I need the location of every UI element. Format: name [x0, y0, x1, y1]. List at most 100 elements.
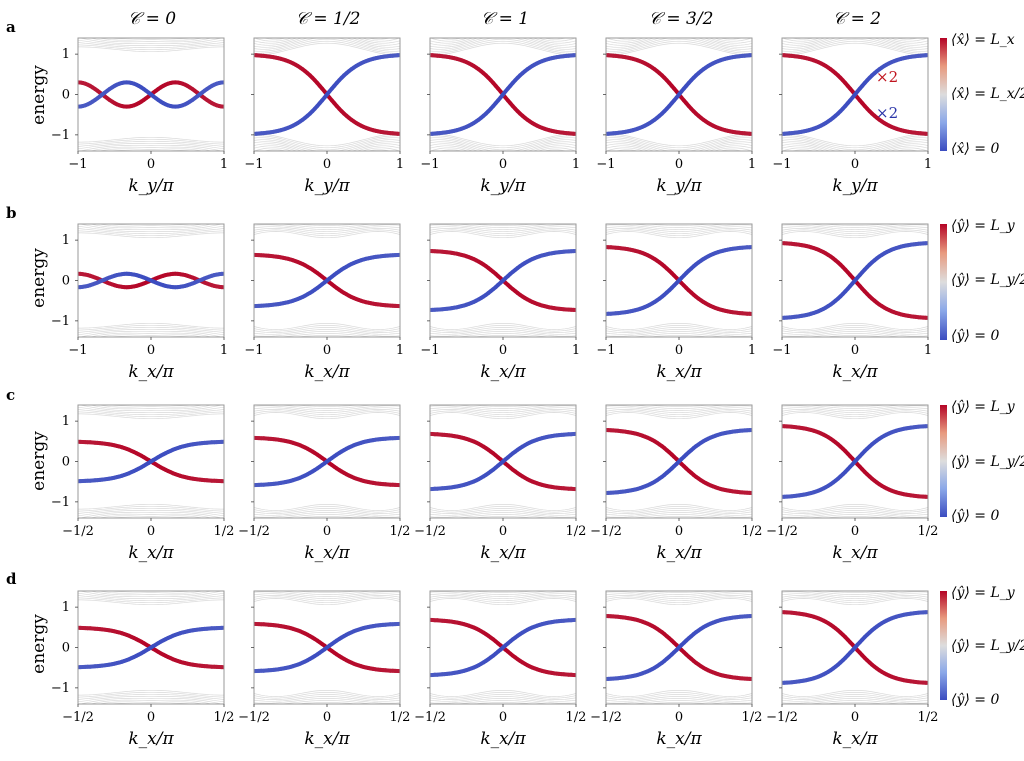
bulk-band-line: [606, 211, 752, 219]
x-tick-label: 0: [147, 157, 155, 172]
column-title-3: 𝒞 = 3/2: [649, 9, 714, 29]
bulk-band-line: [293, 702, 361, 704]
x-axis-label: k_y/π: [128, 176, 174, 196]
bulk-band-line: [606, 509, 752, 516]
bulk-band-line: [782, 689, 928, 697]
y-tick-label: 1: [62, 600, 70, 615]
bulk-band-line: [782, 395, 928, 402]
bulk-band-line: [782, 205, 928, 216]
bulk-band-line: [606, 383, 752, 395]
bulk-band-line: [430, 386, 576, 397]
bulk-band-line: [89, 224, 213, 229]
x-tick-label: −1/2: [414, 710, 446, 725]
x-tick-label: 1: [396, 157, 404, 172]
bulk-band-line: [782, 410, 928, 418]
bulk-band-line: [606, 572, 752, 583]
x-tick-label: 0: [499, 157, 507, 172]
bulk-band-line: [78, 695, 224, 703]
bulk-band-line: [606, 228, 752, 235]
bulk-band-line: [278, 333, 376, 337]
bulk-band-line: [254, 328, 400, 335]
y-tick-label: −1: [51, 495, 70, 510]
bulk-band-line: [782, 217, 928, 224]
x-axis-label: k_x/π: [832, 543, 878, 563]
bulk-band-line: [254, 322, 400, 330]
bulk-band-line: [606, 139, 752, 151]
x-tick-label: 0: [147, 343, 155, 358]
bulk-band-line: [782, 208, 928, 218]
bulk-band-line: [89, 513, 213, 518]
bulk-band-line: [606, 38, 752, 42]
panel-c-plot-area-2: [430, 386, 576, 518]
bulk-band-line: [782, 326, 928, 333]
x-tick-label: 0: [675, 524, 683, 539]
bulk-band-line: [782, 383, 928, 395]
bulk-band-line: [606, 561, 752, 576]
bulk-band-line: [606, 135, 752, 149]
bulk-band-line: [254, 386, 400, 397]
x-tick-label: 1: [220, 157, 228, 172]
bulk-band-line: [254, 381, 400, 394]
x-tick-label: 0: [851, 524, 859, 539]
bulk-band-line: [606, 584, 752, 591]
bulk-band-line: [78, 571, 224, 585]
bulk-band-line: [78, 322, 224, 329]
x-tick-label: 0: [499, 524, 507, 539]
bulk-band-line: [430, 409, 576, 416]
bulk-band-line: [430, 322, 576, 330]
panel-c-col-1: −1/2 0 1/2 k_x/π: [238, 381, 410, 563]
bulk-band-line: [430, 40, 576, 54]
y-tick-label: 1: [62, 414, 70, 429]
bulk-band-line: [254, 591, 400, 597]
bulk-band-line: [606, 405, 752, 411]
bulk-band-line: [606, 512, 752, 518]
bulk-band-line: [606, 569, 752, 581]
bulk-band-line: [430, 331, 576, 337]
bulk-band-line: [254, 38, 400, 52]
bulk-band-line: [438, 38, 568, 40]
bulk-band-line: [430, 145, 576, 151]
bulk-band-line: [645, 335, 713, 337]
bulk-band-line: [606, 38, 752, 44]
x-tick-label: −1/2: [62, 710, 94, 725]
bulk-band-line: [782, 141, 928, 151]
bulk-band-line: [782, 231, 928, 239]
panel-b-col-2: −1 0 1 k_x/π: [420, 223, 580, 382]
bulk-band-line: [606, 407, 752, 414]
bulk-band-line: [645, 224, 713, 226]
bulk-band-line: [89, 699, 213, 704]
bulk-band-line: [606, 137, 752, 151]
bulk-band-line: [254, 578, 400, 586]
ylabel-row-d: energy: [29, 614, 49, 674]
bulk-band-line: [107, 405, 195, 406]
panel-d-col-3: −1/2 0 1/2 k_x/π: [590, 561, 762, 749]
x-tick-label: −1/2: [414, 524, 446, 539]
bulk-band-line: [782, 412, 928, 420]
bulk-band-line: [782, 593, 928, 600]
bulk-band-line: [78, 577, 224, 589]
bulk-band-line: [782, 595, 928, 602]
x-axis-label: k_x/π: [304, 729, 350, 749]
x-axis-label: k_x/π: [480, 543, 526, 563]
bulk-band-line: [254, 691, 400, 699]
panel-a-plot-area-1: [254, 38, 400, 151]
bulk-band-line: [78, 595, 224, 602]
colorbar-b: ⟨ŷ⟩ = L_y ⟨ŷ⟩ = L_y/2 ⟨ŷ⟩ = 0: [940, 217, 1024, 344]
bulk-band-line: [430, 38, 576, 42]
x-tick-label: 1/2: [390, 710, 411, 725]
panel-d-col-2: −1/2 0 1/2 k_x/π: [414, 584, 586, 749]
bulk-band-line: [782, 133, 928, 147]
panel-a-plot-area-3: [606, 38, 752, 151]
bulk-band-line: [782, 698, 928, 704]
bulk-band-line: [254, 331, 400, 337]
bulk-band-line: [782, 38, 928, 46]
column-title-0: 𝒞 = 0: [128, 9, 176, 29]
bulk-band-line: [454, 405, 552, 409]
bulk-band-line: [293, 405, 361, 407]
bulk-band-line: [78, 503, 224, 510]
panel-d-col-0: 1 0 −1 −1/2 0 1/2 k_x/π: [51, 571, 234, 749]
panel-d-plot-area-1: [254, 578, 400, 704]
bulk-band-line: [430, 584, 576, 591]
panel-d-plot-area-3: [606, 561, 752, 704]
